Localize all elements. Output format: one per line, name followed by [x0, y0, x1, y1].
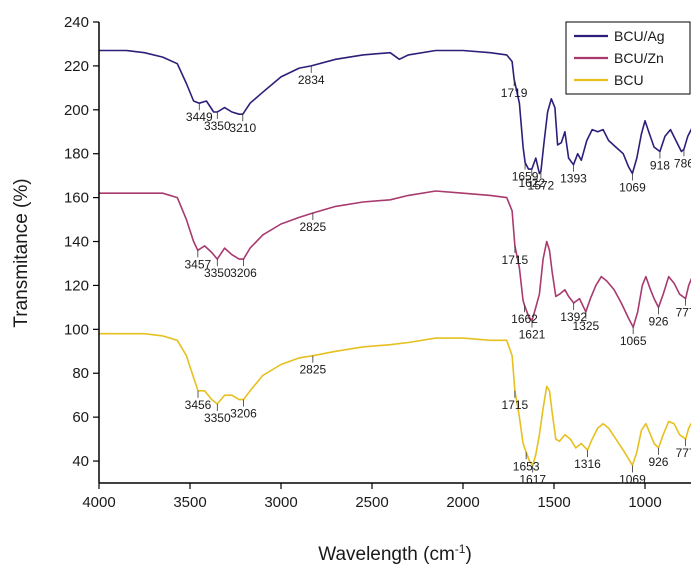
peak-label: 3449	[186, 110, 213, 124]
legend: BCU/Ag BCU/Zn BCU	[565, 21, 691, 95]
peak-label: 2825	[299, 363, 326, 377]
series-line-1	[99, 190, 691, 328]
peak-label: 2834	[298, 73, 325, 87]
peak-label: 1715	[502, 398, 529, 412]
peak-label: 1715	[502, 253, 529, 267]
x-axis-title: Wavelength (cm-1)	[318, 542, 472, 565]
peak-label: 1069	[619, 180, 646, 194]
peak-label: 1393	[560, 172, 587, 186]
peak-label: 1621	[519, 328, 546, 342]
peak-label: 1662	[511, 312, 538, 326]
x-tick-label: 3500	[173, 494, 206, 511]
y-tick-label: 160	[64, 190, 89, 207]
peak-label: 1316	[574, 457, 601, 471]
ticks-layer: 4000 3500 3000 2500 2000 1500 1000 40 60 80 100 120…	[64, 14, 662, 511]
peak-label: 1653	[513, 459, 540, 473]
peak-label: 3206	[230, 407, 257, 421]
peak-label: 1719	[501, 86, 528, 100]
peak-label: 2825	[299, 220, 326, 234]
peak-label: 1069	[619, 472, 646, 486]
y-tick-label: 180	[64, 146, 89, 163]
series-layer	[99, 49, 691, 467]
peak-label: 3206	[230, 266, 257, 280]
peak-label: 1622	[518, 176, 545, 190]
peak-label: 1617	[519, 472, 546, 486]
peak-label: 3350	[204, 411, 231, 425]
peak-label: 926	[648, 455, 668, 469]
x-tick-label: 3000	[264, 494, 297, 511]
peak-label: 1065	[620, 334, 647, 348]
legend-label-1: BCU/Zn	[614, 50, 664, 66]
peak-label: 3350	[204, 266, 231, 280]
y-tick-label: 140	[64, 234, 89, 251]
x-tick-label: 1500	[537, 494, 570, 511]
y-tick-label: 100	[64, 321, 89, 338]
peak-label: 1392	[560, 310, 587, 324]
x-axis-title-close: )	[465, 544, 471, 565]
peak-label: 3457	[184, 257, 211, 271]
y-axis-title: Transmitance (%)	[11, 178, 32, 327]
legend-label-2: BCU	[614, 72, 644, 88]
y-tick-label: 80	[72, 365, 89, 382]
y-tick-label: 200	[64, 102, 89, 119]
y-tick-label: 40	[72, 453, 89, 470]
series-line-0	[99, 49, 691, 175]
axes-layer	[98, 22, 691, 484]
peak-label: 786	[674, 156, 691, 170]
peak-label: 918	[650, 159, 670, 173]
x-tick-label: 4000	[82, 494, 115, 511]
peak-label: 3210	[229, 121, 256, 135]
peak-label: 777	[676, 446, 691, 460]
x-axis-title-main: Wavelength (cm	[318, 544, 455, 565]
legend-label-0: BCU/Ag	[614, 28, 665, 44]
x-tick-label: 2500	[355, 494, 388, 511]
peak-label: 3350	[204, 119, 231, 133]
peak-label: 777	[676, 306, 691, 320]
y-tick-label: 60	[72, 409, 89, 426]
y-tick-label: 220	[64, 58, 89, 75]
x-tick-label: 1000	[628, 494, 661, 511]
peak-label: 1325	[572, 319, 599, 333]
x-axis-title-unit-sup: -1	[455, 542, 466, 556]
series-line-2	[99, 332, 691, 467]
x-tick-label: 2000	[446, 494, 479, 511]
y-tick-label: 240	[64, 14, 89, 31]
peak-label: 1572	[528, 178, 555, 192]
y-tick-label: 120	[64, 277, 89, 294]
peak-label: 3456	[185, 398, 212, 412]
peak-label: 926	[648, 314, 668, 328]
